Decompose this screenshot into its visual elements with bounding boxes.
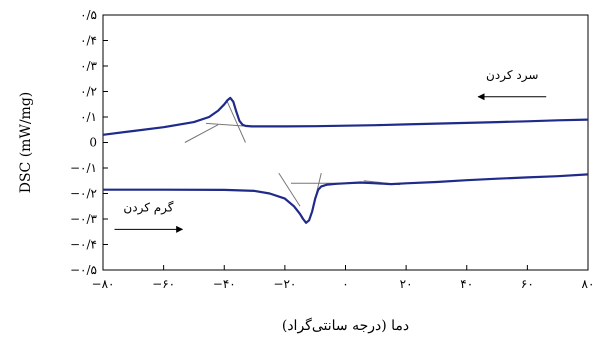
y-tick-label: −۰/۵ [70,263,97,277]
x-tick-label: ۸۰ [582,277,594,291]
y-tick-label: −۰/۱ [70,161,97,175]
y-tick-label: ۰/۱ [80,110,97,124]
x-tick-label: ۰ [342,277,348,291]
x-tick-label: ۶۰ [521,277,534,291]
annotation-label: گرم کردن [123,200,173,215]
y-tick-label: −۰/۲ [70,187,97,201]
y-tick-label: −۰/۳ [70,212,98,226]
tangent-line [184,124,219,143]
x-tick-label: −۲۰ [273,277,296,291]
y-axis-label: DSC (mW/mg) [18,92,34,194]
y-tick-label: 0 [89,136,97,150]
annotations: سرد کردن گرم کردن [114,68,547,233]
x-tick-label: ۴۰ [460,277,473,291]
y-tick-label: ۰/۳ [80,59,97,73]
plot-frame [102,14,589,271]
x-tick-label: −۴۰ [213,277,236,291]
plot-area [102,14,589,271]
series-line [103,173,589,224]
y-tick-label: −۰/۴ [70,238,97,252]
tangent-line [226,101,246,143]
y-tick-label: ۰/۴ [80,34,97,48]
x-tick-label: −۶۰ [152,277,175,291]
annotation-label: سرد کردن [486,68,538,83]
series-line [102,96,589,136]
x-axis-label: دما (درجه سانتی‌گراد) [282,317,409,334]
y-tick-label: ۰/۲ [80,85,97,99]
x-tick-label: −۸۰ [92,277,115,291]
tangent-line [278,172,301,207]
axis-ticks: −۸۰ −۶۰ −۴۰ −۲۰ ۰ ۲۰ ۴۰ ۶۰ ۸۰ ۰/۵ ۰/۴ ۰/۳ ۰/۲ ۰/۱ 0 −۰/… [70,8,594,291]
series-lines [102,96,589,224]
y-tick-label: ۰/۵ [80,8,97,22]
x-tick-label: ۲۰ [400,277,413,291]
